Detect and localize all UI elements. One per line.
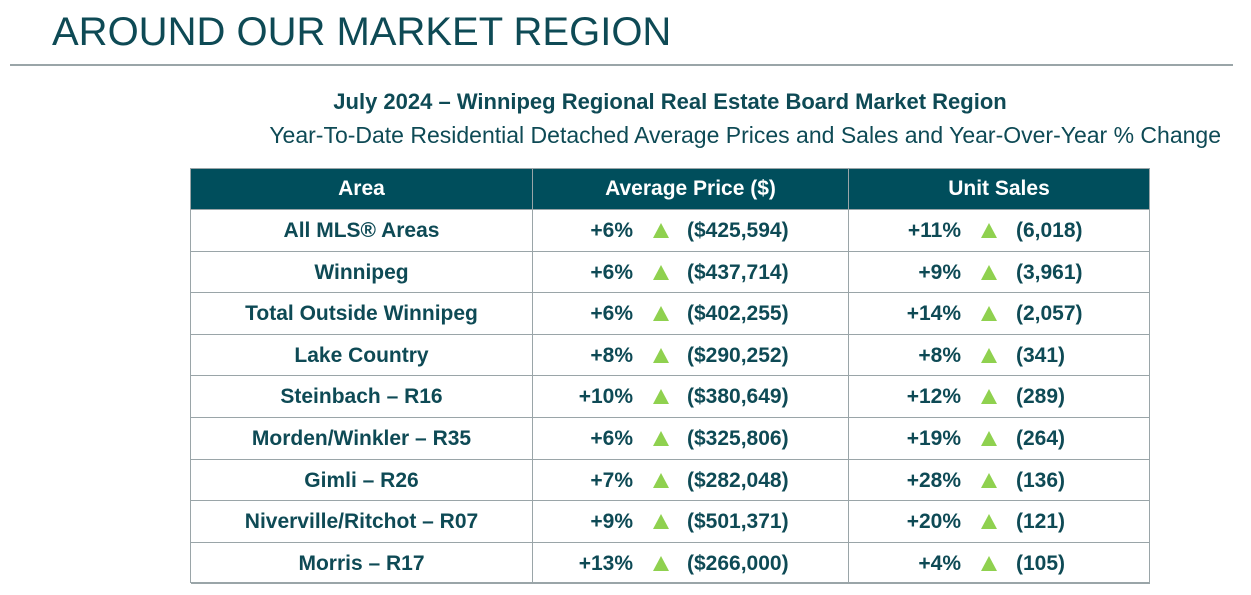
up-arrow bbox=[981, 472, 997, 488]
percent-change: +8% bbox=[918, 343, 961, 367]
sales-cell: +14% (2,057) bbox=[849, 293, 1150, 335]
percent-change: +12% bbox=[906, 385, 961, 409]
sales-cell: +19% (264) bbox=[849, 418, 1150, 460]
sales-cell: +11% (6,018) bbox=[849, 210, 1150, 252]
price-cell: +6% ($325,806) bbox=[533, 418, 849, 460]
area-name: Winnipeg bbox=[314, 260, 409, 284]
up-arrow bbox=[981, 555, 997, 571]
percent-change: +6% bbox=[590, 260, 633, 284]
percent-change: +20% bbox=[906, 510, 961, 534]
average-price: ($380,649) bbox=[687, 385, 789, 409]
average-price: ($282,048) bbox=[687, 468, 789, 492]
page-title: AROUND OUR MARKET REGION bbox=[52, 10, 672, 54]
area-cell: All MLS® Areas bbox=[191, 210, 533, 252]
column-header: Average Price ($) bbox=[533, 169, 849, 210]
up-arrow bbox=[981, 264, 997, 280]
unit-sales: (3,961) bbox=[1016, 260, 1083, 284]
price-cell: +7% ($282,048) bbox=[533, 459, 849, 502]
average-price: ($402,255) bbox=[687, 302, 789, 326]
up-arrow bbox=[981, 306, 997, 322]
area-cell: Steinbach – R16 bbox=[191, 376, 533, 418]
up-arrow bbox=[653, 223, 669, 238]
divider bbox=[10, 64, 1233, 66]
percent-change: +14% bbox=[906, 302, 961, 326]
average-price: ($501,371) bbox=[687, 510, 789, 534]
unit-sales: (121) bbox=[1016, 510, 1066, 534]
average-price: ($290,252) bbox=[687, 343, 789, 367]
table-subtitle: Year-To-Date Residential Detached Averag… bbox=[269, 122, 1221, 148]
unit-sales: (289) bbox=[1016, 385, 1066, 409]
percent-change: +9% bbox=[590, 510, 633, 534]
area-cell: Morris – R17 bbox=[191, 542, 533, 585]
up-arrow bbox=[653, 306, 669, 322]
up-arrow bbox=[653, 472, 669, 488]
price-cell: +9% ($501,371) bbox=[533, 501, 849, 543]
average-price: ($437,714) bbox=[687, 260, 789, 284]
price-cell: +6% ($437,714) bbox=[533, 251, 849, 294]
unit-sales: (341) bbox=[1016, 343, 1066, 367]
unit-sales: (136) bbox=[1016, 468, 1066, 492]
sales-cell: +8% (341) bbox=[849, 334, 1150, 377]
up-arrow bbox=[981, 514, 997, 530]
percent-change: +28% bbox=[906, 468, 961, 492]
sales-cell: +12% (289) bbox=[849, 376, 1150, 418]
column-header: Area bbox=[191, 169, 533, 210]
area-name: Morris – R17 bbox=[298, 551, 425, 575]
average-price: ($266,000) bbox=[687, 551, 789, 575]
area-name: Steinbach – R16 bbox=[280, 385, 443, 409]
percent-change: +11% bbox=[907, 219, 961, 242]
area-cell: Total Outside Winnipeg bbox=[191, 293, 533, 335]
table-title: July 2024 – Winnipeg Regional Real Estat… bbox=[333, 89, 1007, 114]
up-arrow bbox=[653, 347, 669, 363]
area-name: Niverville/Ritchot – R07 bbox=[244, 510, 479, 534]
unit-sales: (264) bbox=[1016, 427, 1066, 450]
up-arrow bbox=[981, 223, 997, 238]
sales-cell: +4% (105) bbox=[849, 542, 1150, 585]
area-name: All MLS® Areas bbox=[283, 219, 440, 242]
unit-sales: (105) bbox=[1016, 551, 1066, 575]
area-name: Lake Country bbox=[294, 343, 429, 367]
percent-change: +13% bbox=[578, 551, 633, 575]
average-price: ($425,594) bbox=[687, 219, 789, 242]
area-cell: Niverville/Ritchot – R07 bbox=[191, 501, 533, 543]
percent-change: +10% bbox=[578, 385, 633, 409]
area-cell: Gimli – R26 bbox=[191, 459, 533, 502]
price-cell: +6% ($402,255) bbox=[533, 293, 849, 335]
percent-change: +6% bbox=[590, 427, 633, 450]
area-cell: Winnipeg bbox=[191, 251, 533, 294]
up-arrow bbox=[653, 514, 669, 530]
average-price: ($325,806) bbox=[687, 427, 789, 450]
area-name: Gimli – R26 bbox=[304, 468, 419, 492]
up-arrow bbox=[981, 431, 997, 446]
price-cell: +8% ($290,252) bbox=[533, 334, 849, 377]
sales-cell: +9% (3,961) bbox=[849, 251, 1150, 294]
percent-change: +6% bbox=[590, 302, 633, 326]
up-arrow bbox=[653, 264, 669, 280]
up-arrow bbox=[981, 347, 997, 363]
table: Area Average Price ($) Unit Sales All MLS® … bbox=[190, 168, 1150, 585]
up-arrow bbox=[653, 555, 669, 571]
up-arrow bbox=[981, 389, 997, 405]
percent-change: +6% bbox=[590, 219, 633, 242]
area-name: Total Outside Winnipeg bbox=[245, 302, 478, 326]
sales-cell: +20% (121) bbox=[849, 501, 1150, 543]
area-name: Morden/Winkler – R35 bbox=[251, 427, 472, 450]
up-arrow bbox=[653, 431, 669, 446]
up-arrow bbox=[653, 389, 669, 405]
area-cell: Morden/Winkler – R35 bbox=[191, 418, 533, 460]
percent-change: +8% bbox=[590, 343, 633, 367]
percent-change: +7% bbox=[590, 468, 633, 492]
area-cell: Lake Country bbox=[191, 334, 533, 377]
unit-sales: (6,018) bbox=[1016, 219, 1083, 242]
unit-sales: (2,057) bbox=[1016, 302, 1083, 326]
sales-cell: +28% (136) bbox=[849, 459, 1150, 502]
percent-change: +19% bbox=[906, 427, 961, 450]
price-cell: +13% ($266,000) bbox=[533, 542, 849, 585]
percent-change: +4% bbox=[918, 551, 961, 575]
percent-change: +9% bbox=[918, 260, 961, 284]
price-cell: +6% ($425,594) bbox=[533, 210, 849, 252]
price-cell: +10% ($380,649) bbox=[533, 376, 849, 418]
column-header: Unit Sales bbox=[849, 169, 1150, 210]
